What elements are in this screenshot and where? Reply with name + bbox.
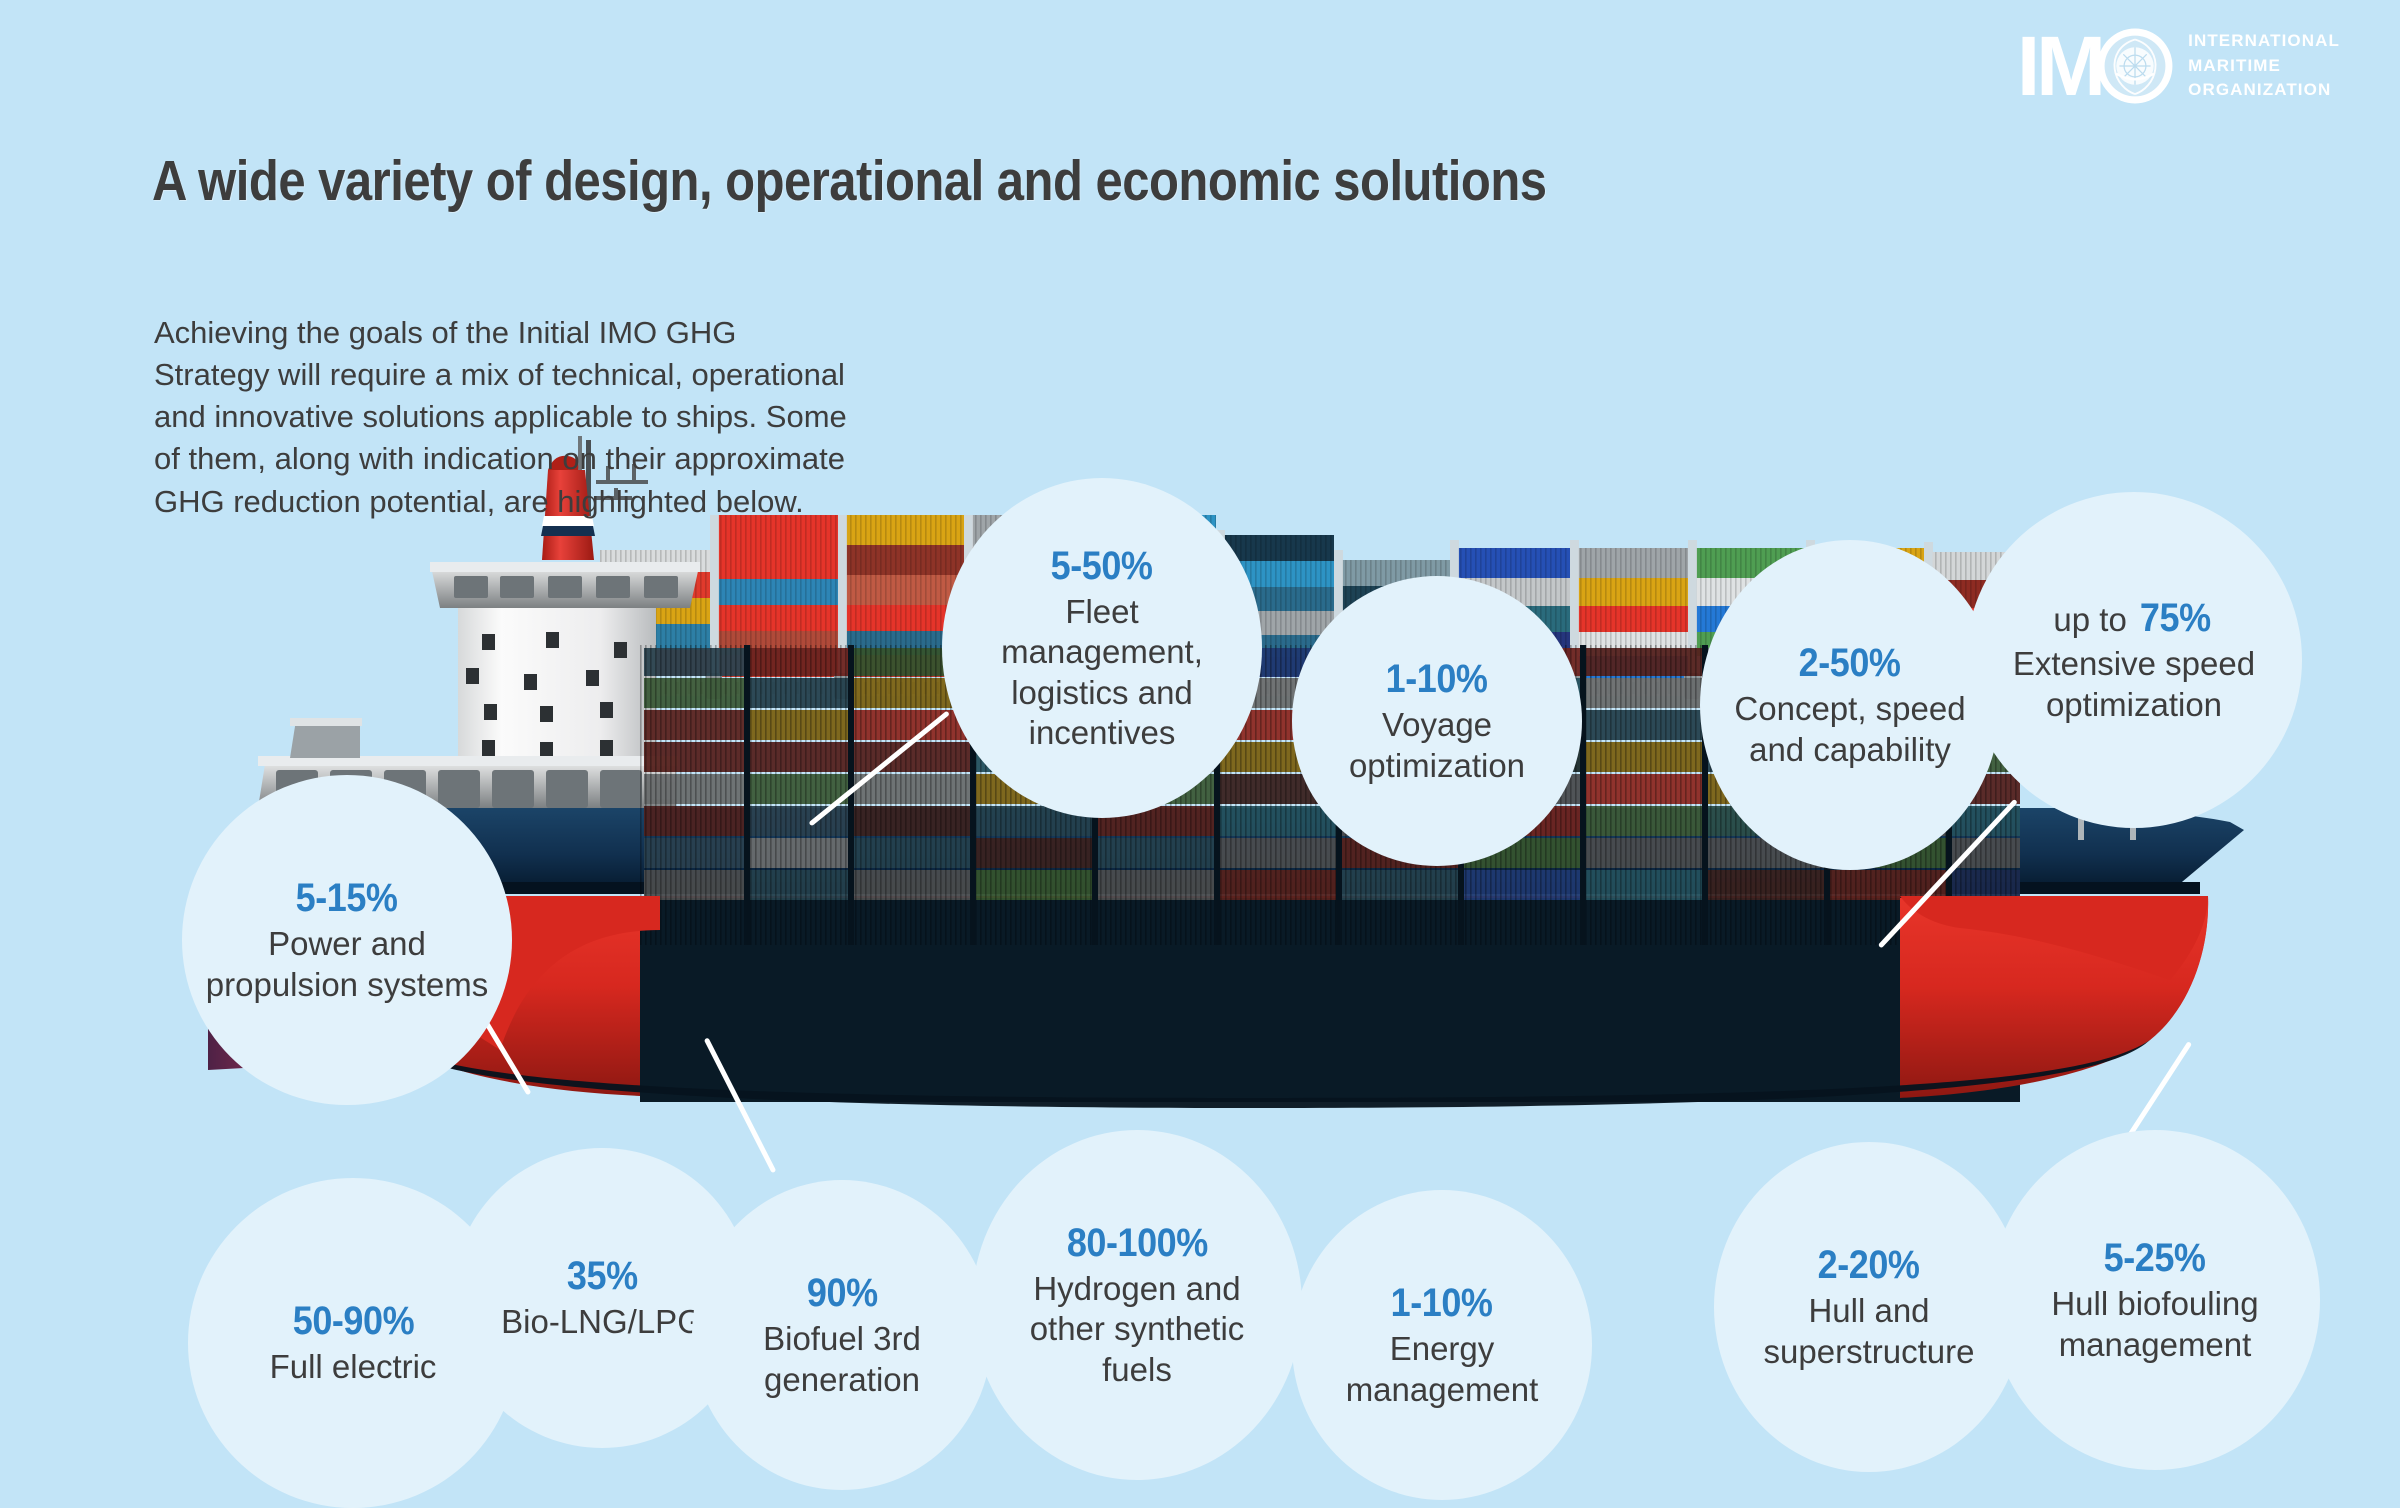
bubble-hull-biofouling-management: 5-25% Hull biofouling management: [1990, 1130, 2320, 1470]
bubble-concept-speed-capability: 2-50% Concept, speed and capability: [1700, 540, 2000, 870]
imo-emblem-icon: [2097, 28, 2173, 104]
bow-red-flare: [1900, 896, 2208, 980]
bubble-percent-value: 1-10%: [1386, 657, 1488, 702]
bubble-percent-value: 5-50%: [1051, 543, 1153, 588]
bubble-label: Bio-LNG/LPG: [501, 1303, 703, 1341]
bubble-extensive-speed-optimization: up to 75% Extensive speed optimization: [1966, 492, 2302, 828]
bubble-percent-row: 2-50%: [1793, 640, 1906, 687]
bubble-biofuel-3rd-generation: 90% Biofuel 3rd generation: [692, 1180, 992, 1490]
imo-logo-line-3: ORGANIZATION: [2188, 80, 2332, 100]
bubble-percent-value: 1-10%: [1391, 1281, 1493, 1326]
bubble-label: Extensive speed optimization: [2012, 645, 2256, 723]
bubble-percent-prefix: up to: [2053, 601, 2136, 639]
mast: [586, 440, 591, 560]
bubble-label: Full electric: [269, 1348, 437, 1386]
funnel: [542, 470, 594, 560]
bubble-percent-row: 90%: [803, 1270, 882, 1317]
bubble-percent-row: 5-25%: [2098, 1235, 2211, 1282]
bubble-percent-row: 5-15%: [290, 875, 403, 922]
imo-logo-mark: IM: [2017, 24, 2174, 108]
bubble-voyage-optimization: 1-10% Voyage optimization: [1292, 576, 1582, 866]
bubble-label: Hull and superstructure: [1763, 1292, 1975, 1370]
bubble-percent-row: 5-50%: [1045, 543, 1158, 590]
bubble-percent-row: 80-100%: [1059, 1220, 1216, 1267]
bubble-percent-value: 2-50%: [1799, 641, 1901, 686]
bubble-hull-and-superstructure: 2-20% Hull and superstructure: [1714, 1142, 2024, 1472]
bubble-percent-row: 50-90%: [286, 1298, 421, 1345]
imo-logo-line-2: MARITIME: [2188, 55, 2281, 75]
bubble-label: Fleet management, logistics and incentiv…: [1001, 593, 1203, 751]
bubble-percent-row: 1-10%: [1380, 656, 1493, 703]
bubble-label: Hydrogen and other synthetic fuels: [1029, 1270, 1245, 1388]
superstructure-windows: [466, 632, 627, 758]
intro-paragraph: Achieving the goals of the Initial IMO G…: [154, 315, 847, 519]
bubble-hydrogen-and-other-synthetic-fuels: 80-100% Hydrogen and other synthetic fuel…: [972, 1130, 1302, 1480]
bubble-fleet-management-logistics-incentives: 5-50% Fleet management, logistics and inc…: [942, 478, 1262, 818]
bubble-label: Energy management: [1345, 1330, 1539, 1408]
bubble-percent-value: 5-15%: [296, 876, 398, 921]
bubble-label: Power and propulsion systems: [205, 925, 489, 1003]
bubble-percent-row: up to 75%: [2053, 595, 2214, 642]
bubble-percent-row: 1-10%: [1385, 1280, 1498, 1327]
imo-logo-line-1: INTERNATIONAL: [2188, 31, 2340, 51]
bubble-percent-value: 2-20%: [1818, 1243, 1920, 1288]
bubble-percent-value: 80-100%: [1066, 1221, 1208, 1266]
imo-logo-text: INTERNATIONAL MARITIME ORGANIZATION: [2188, 29, 2340, 103]
page-title: A wide variety of design, operational an…: [152, 149, 1547, 213]
bubble-percent-row: 2-20%: [1812, 1242, 1925, 1289]
bubble-percent-value: 5-25%: [2104, 1236, 2206, 1281]
bubble-percent-value: 90%: [806, 1271, 878, 1316]
bubble-percent-row: 35%: [563, 1253, 642, 1300]
bubble-power-and-propulsion-systems: 5-15% Power and propulsion systems: [182, 775, 512, 1105]
bubble-energy-management: 1-10% Energy management: [1292, 1190, 1592, 1500]
bubble-label: Biofuel 3rd generation: [763, 1320, 921, 1398]
bubble-label: Hull biofouling management: [2051, 1285, 2259, 1363]
bubble-percent-value: 35%: [566, 1254, 638, 1299]
imo-wordmark: IM: [2016, 19, 2106, 113]
bubble-percent-value: 50-90%: [292, 1299, 414, 1344]
imo-logo: IM INTERNATIONAL MARITIME ORGANIZATION: [2017, 24, 2340, 108]
radar-arm: [596, 480, 648, 484]
bubble-label: Concept, speed and capability: [1734, 690, 1966, 768]
bubble-percent-value: 75%: [2139, 596, 2211, 641]
bubble-label: Voyage optimization: [1348, 706, 1526, 784]
